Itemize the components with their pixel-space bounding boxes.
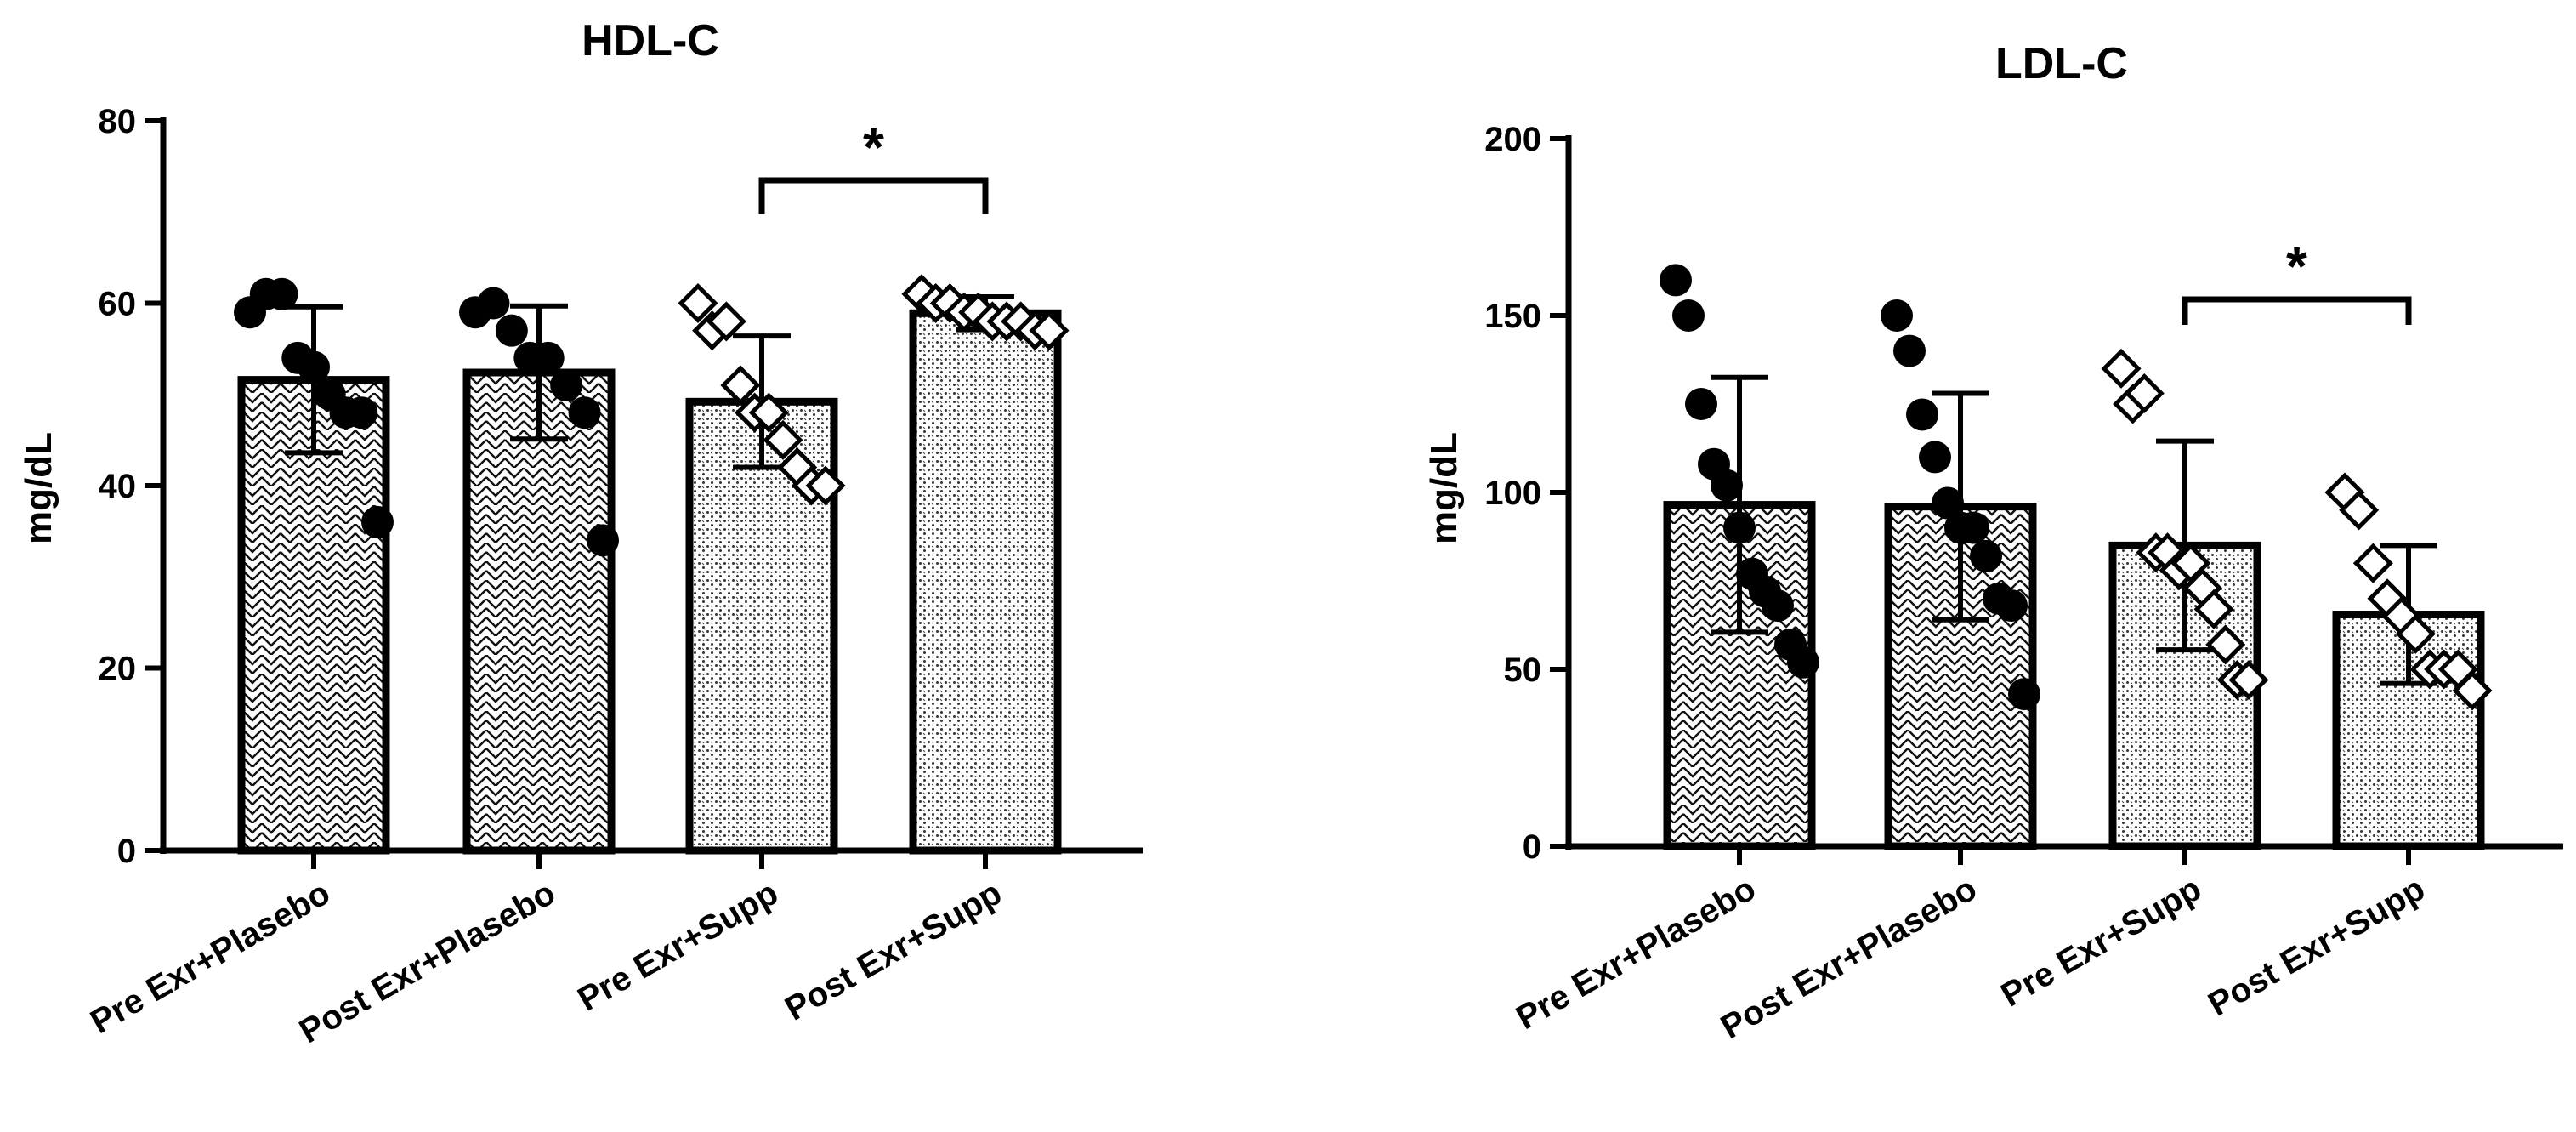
chart-title: LDL-C xyxy=(1995,39,2128,88)
bar-4 xyxy=(909,309,1062,855)
data-point xyxy=(2008,678,2040,711)
y-tick-label: 50 xyxy=(1504,651,1542,689)
data-point xyxy=(748,392,789,433)
data-point xyxy=(763,419,803,460)
y-tick-label: 60 xyxy=(99,286,137,323)
data-point xyxy=(2228,659,2269,701)
data-point xyxy=(568,396,601,429)
bar-1 xyxy=(237,376,390,855)
y-tick-label: 0 xyxy=(117,833,136,870)
data-point xyxy=(1660,264,1692,297)
data-point xyxy=(477,287,510,320)
significance-bracket xyxy=(758,177,989,214)
y-tick-label: 80 xyxy=(99,103,137,140)
data-point xyxy=(1672,299,1705,332)
data-point xyxy=(678,282,718,324)
data-point xyxy=(1893,334,1926,367)
data-point xyxy=(345,396,378,429)
x-tick-label: Pre Exr+Supp xyxy=(1994,870,2207,1015)
data-point xyxy=(1685,388,1717,420)
data-point xyxy=(1723,511,1756,544)
data-point xyxy=(531,341,565,374)
data-point xyxy=(2395,613,2436,654)
data-point xyxy=(550,369,583,402)
data-point xyxy=(298,350,330,384)
bar-2 xyxy=(462,368,616,855)
chart-title: HDL-C xyxy=(582,16,719,65)
data-point xyxy=(1906,398,1938,431)
y-tick-label: 20 xyxy=(99,651,137,688)
data-point xyxy=(1957,511,1989,544)
y-tick-label: 40 xyxy=(99,468,137,505)
data-point xyxy=(2193,589,2234,629)
data-point xyxy=(720,365,761,406)
data-point xyxy=(2205,624,2246,665)
data-point xyxy=(1919,441,1951,474)
y-axis-label: mg/dL xyxy=(18,432,60,544)
data-point xyxy=(361,505,394,538)
data-point xyxy=(587,524,619,557)
data-point xyxy=(706,301,746,342)
y-tick-label: 100 xyxy=(1484,475,1541,512)
data-point xyxy=(1995,589,2028,623)
y-axis-label: mg/dL xyxy=(1423,432,1465,544)
significance-bracket xyxy=(2182,296,2412,325)
data-point xyxy=(1970,539,2002,572)
y-tick-label: 150 xyxy=(1484,298,1541,335)
y-tick-label: 200 xyxy=(1484,121,1541,158)
data-point xyxy=(1787,646,1819,679)
data-point xyxy=(1881,299,1913,332)
data-point xyxy=(2352,543,2393,583)
data-point xyxy=(1932,486,1964,520)
significance-label: * xyxy=(863,117,884,178)
y-tick-label: 0 xyxy=(1523,828,1541,866)
x-tick-label: Post Exr+Supp xyxy=(2202,870,2431,1024)
data-point xyxy=(1711,469,1743,502)
data-point xyxy=(2339,490,2380,531)
data-point xyxy=(265,277,298,310)
data-point xyxy=(1762,589,1794,623)
data-point xyxy=(495,314,528,347)
x-tick-label: Post Exr+Plasebo xyxy=(293,874,562,1051)
data-point xyxy=(805,465,846,506)
significance-label: * xyxy=(2286,236,2307,297)
x-tick-label: Post Exr+Supp xyxy=(779,874,1007,1028)
x-tick-label: Pre Exr+Supp xyxy=(571,874,784,1019)
data-point xyxy=(1029,310,1070,351)
data-point xyxy=(2452,670,2493,711)
data-point xyxy=(2101,348,2142,389)
data-point xyxy=(2124,373,2165,414)
